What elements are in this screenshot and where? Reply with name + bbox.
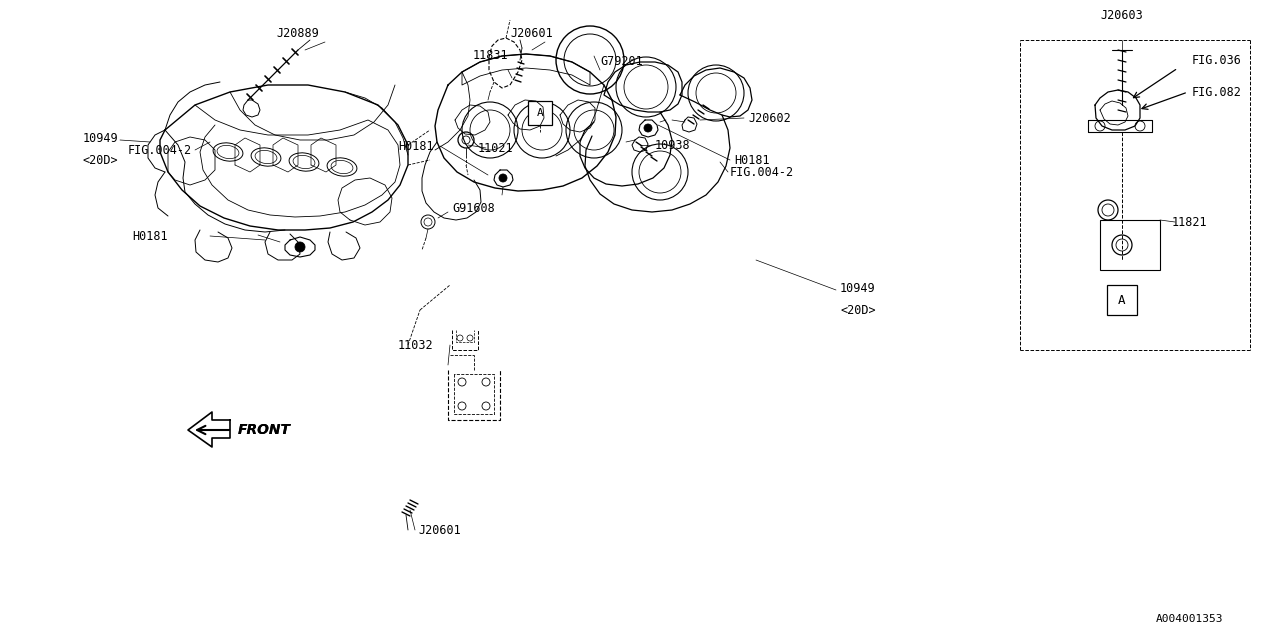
Text: 11831: 11831: [472, 49, 508, 62]
Text: J20889: J20889: [276, 27, 320, 40]
Text: FIG.036: FIG.036: [1192, 54, 1242, 67]
Text: 10949: 10949: [840, 282, 876, 294]
Circle shape: [499, 174, 507, 182]
Text: 10938: 10938: [655, 138, 691, 152]
Circle shape: [294, 242, 305, 252]
Text: FRONT: FRONT: [238, 423, 291, 437]
Bar: [1100, 220, 1160, 270]
Text: A: A: [1119, 294, 1125, 307]
Text: <20D>: <20D>: [840, 303, 876, 317]
Text: A: A: [536, 108, 544, 118]
Text: H0181: H0181: [398, 140, 434, 152]
Text: FIG.004-2: FIG.004-2: [128, 143, 192, 157]
Text: FIG.004-2: FIG.004-2: [730, 166, 794, 179]
Text: <20D>: <20D>: [82, 154, 118, 166]
Text: 11021: 11021: [477, 141, 513, 154]
Circle shape: [644, 124, 652, 132]
Text: J20601: J20601: [419, 524, 461, 536]
Text: G91608: G91608: [452, 202, 495, 214]
Text: 10949: 10949: [82, 131, 118, 145]
Text: H0181: H0181: [132, 230, 168, 243]
Text: FIG.082: FIG.082: [1192, 86, 1242, 99]
Text: G79201: G79201: [600, 55, 643, 68]
Bar: [1107, 285, 1137, 315]
Text: 11032: 11032: [398, 339, 434, 351]
Bar: [529, 101, 552, 125]
Text: FRONT: FRONT: [238, 423, 291, 437]
Text: J20601: J20601: [511, 27, 553, 40]
Text: H0181: H0181: [733, 154, 769, 166]
Text: A004001353: A004001353: [1156, 614, 1224, 624]
Text: 11821: 11821: [1172, 216, 1207, 228]
Text: J20603: J20603: [1101, 9, 1143, 22]
Text: J20602: J20602: [748, 111, 791, 125]
